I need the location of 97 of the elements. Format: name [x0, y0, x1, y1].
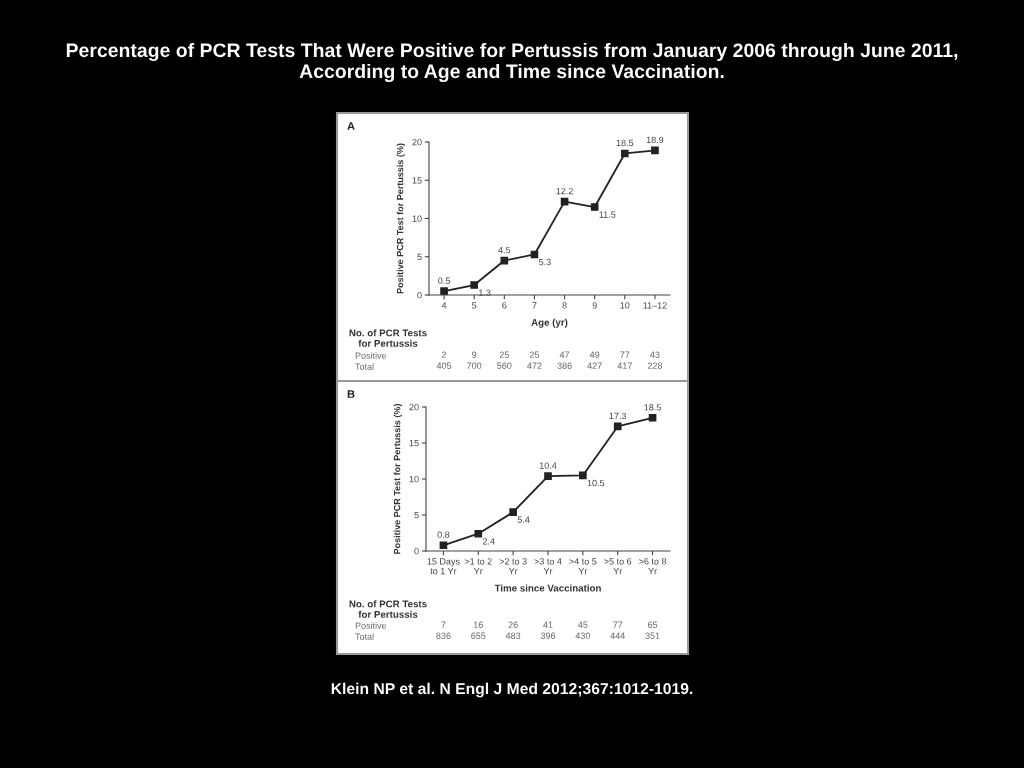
x-tick-label: 8 — [562, 302, 567, 309]
data-label: 7 — [441, 621, 446, 628]
y-tick-label: 5 — [417, 253, 422, 261]
data-label: 5.4 — [517, 516, 530, 523]
y-tick-label: Positive — [355, 352, 387, 359]
data-label: 11.5 — [599, 211, 616, 218]
point — [470, 281, 479, 289]
x-tick-label: 5 — [472, 302, 477, 309]
y-tick-label: 5 — [414, 512, 419, 519]
data-label: 16 — [473, 621, 483, 628]
data-label: 444 — [610, 632, 625, 639]
chart-title: B — [347, 390, 355, 398]
point — [500, 256, 509, 265]
data-label: 49 — [589, 351, 600, 358]
data-label: 18.9 — [646, 136, 664, 144]
data-label: 0.8 — [437, 531, 450, 538]
data-label: 47 — [559, 351, 570, 358]
data-label: 10.5 — [587, 479, 605, 487]
x-tick-label: 9 — [592, 302, 597, 309]
data-label: 483 — [505, 632, 521, 639]
x-tick-label: >3 to 4 Yr — [534, 558, 562, 575]
point — [544, 472, 552, 480]
x-tick-label: 6 — [502, 302, 507, 309]
chart-title: No. of PCR Tests for Pertussis — [349, 600, 427, 618]
chart-title: No. of PCR Tests for Pertussis — [349, 329, 427, 347]
point — [509, 508, 517, 516]
y-tick-label: 15 — [409, 440, 419, 447]
y-tick-label: 20 — [409, 403, 419, 411]
point — [620, 149, 629, 158]
y-tick-label: Total — [355, 363, 374, 370]
data-label: 41 — [543, 621, 553, 628]
x-tick-label: 7 — [532, 302, 537, 309]
x-tick-label: 10 — [620, 302, 630, 309]
point — [590, 203, 599, 211]
data-label: 430 — [575, 632, 591, 639]
x-tick-label: 4 — [441, 302, 447, 309]
y-tick-label: Positive — [355, 622, 387, 629]
point — [579, 471, 587, 480]
x-tick-label: >4 to 5 Yr — [569, 558, 597, 575]
y-tick-label: 15 — [412, 177, 422, 184]
data-label: 1.3 — [479, 289, 491, 296]
data-label: 472 — [527, 362, 542, 369]
data-label: 351 — [645, 632, 660, 639]
data-label: 4.5 — [498, 246, 511, 254]
data-label: 0.5 — [438, 277, 450, 284]
data-label: 17.3 — [609, 412, 627, 420]
x-tick-label: 11–12 — [643, 302, 667, 309]
data-label: 45 — [578, 621, 588, 628]
data-label: 228 — [647, 362, 663, 369]
x-tick-label: >5 to 6 Yr — [604, 558, 632, 575]
text: Percentage of PCR Tests That Were Positive for Pertussis from January 2006 through June 2011, According to Age and Time since Vaccination. — [66, 42, 958, 83]
data-label: 2.4 — [482, 538, 495, 545]
y-tick-label: 10 — [412, 215, 422, 222]
data-label: 417 — [617, 362, 632, 369]
data-label: 18.5 — [644, 404, 661, 411]
x-axis-title: Time since Vaccination — [494, 584, 601, 592]
x-tick-label: >6 to 8 Yr — [639, 558, 667, 575]
data-label: 9 — [472, 351, 477, 358]
point — [440, 287, 448, 295]
data-label: 386 — [557, 362, 572, 369]
data-label: 26 — [508, 621, 518, 628]
data-label: 427 — [587, 362, 602, 369]
y-tick-label: 0 — [414, 547, 419, 555]
x-tick-label: >1 to 2 Yr — [464, 558, 492, 575]
data-label: 5.3 — [538, 258, 551, 266]
data-label: 65 — [648, 621, 658, 628]
point — [613, 422, 622, 431]
data-label: 77 — [620, 351, 630, 358]
data-label: 396 — [540, 632, 556, 639]
data-label: 18.5 — [616, 139, 634, 147]
x-tick-label: >2 to 3 Yr — [499, 558, 527, 575]
data-label: 10.4 — [539, 462, 557, 469]
y-tick-label: 0 — [417, 291, 422, 299]
point — [648, 413, 657, 422]
x-axis-title: Age (yr) — [531, 318, 568, 328]
y-axis-title: Positive PCR Test for Pertussis (%) — [396, 143, 406, 294]
data-label: 560 — [497, 362, 512, 369]
y-tick-label: 20 — [412, 138, 422, 146]
y-tick-label: 10 — [409, 475, 419, 483]
data-label: 25 — [499, 351, 509, 358]
data-label: 77 — [613, 621, 623, 628]
data-label: 836 — [436, 632, 451, 639]
data-label: 2 — [442, 351, 447, 358]
point — [651, 146, 659, 155]
chart-title: A — [347, 122, 355, 130]
y-axis-title: Positive PCR Test for Pertussis (%) — [393, 404, 403, 554]
point — [474, 529, 483, 538]
point — [439, 541, 448, 550]
data-label: 43 — [650, 351, 660, 358]
data-label: 12.2 — [556, 187, 573, 195]
data-label: 700 — [467, 362, 482, 369]
x-tick-label: 15 Days to 1 Yr — [427, 558, 460, 575]
text: Klein NP et al. N Engl J Med 2012;367:1012-1019. — [331, 682, 693, 698]
data-label: 25 — [529, 351, 540, 358]
y-tick-label: Total — [355, 633, 374, 640]
data-label: 405 — [436, 362, 452, 369]
data-label: 655 — [471, 632, 486, 639]
